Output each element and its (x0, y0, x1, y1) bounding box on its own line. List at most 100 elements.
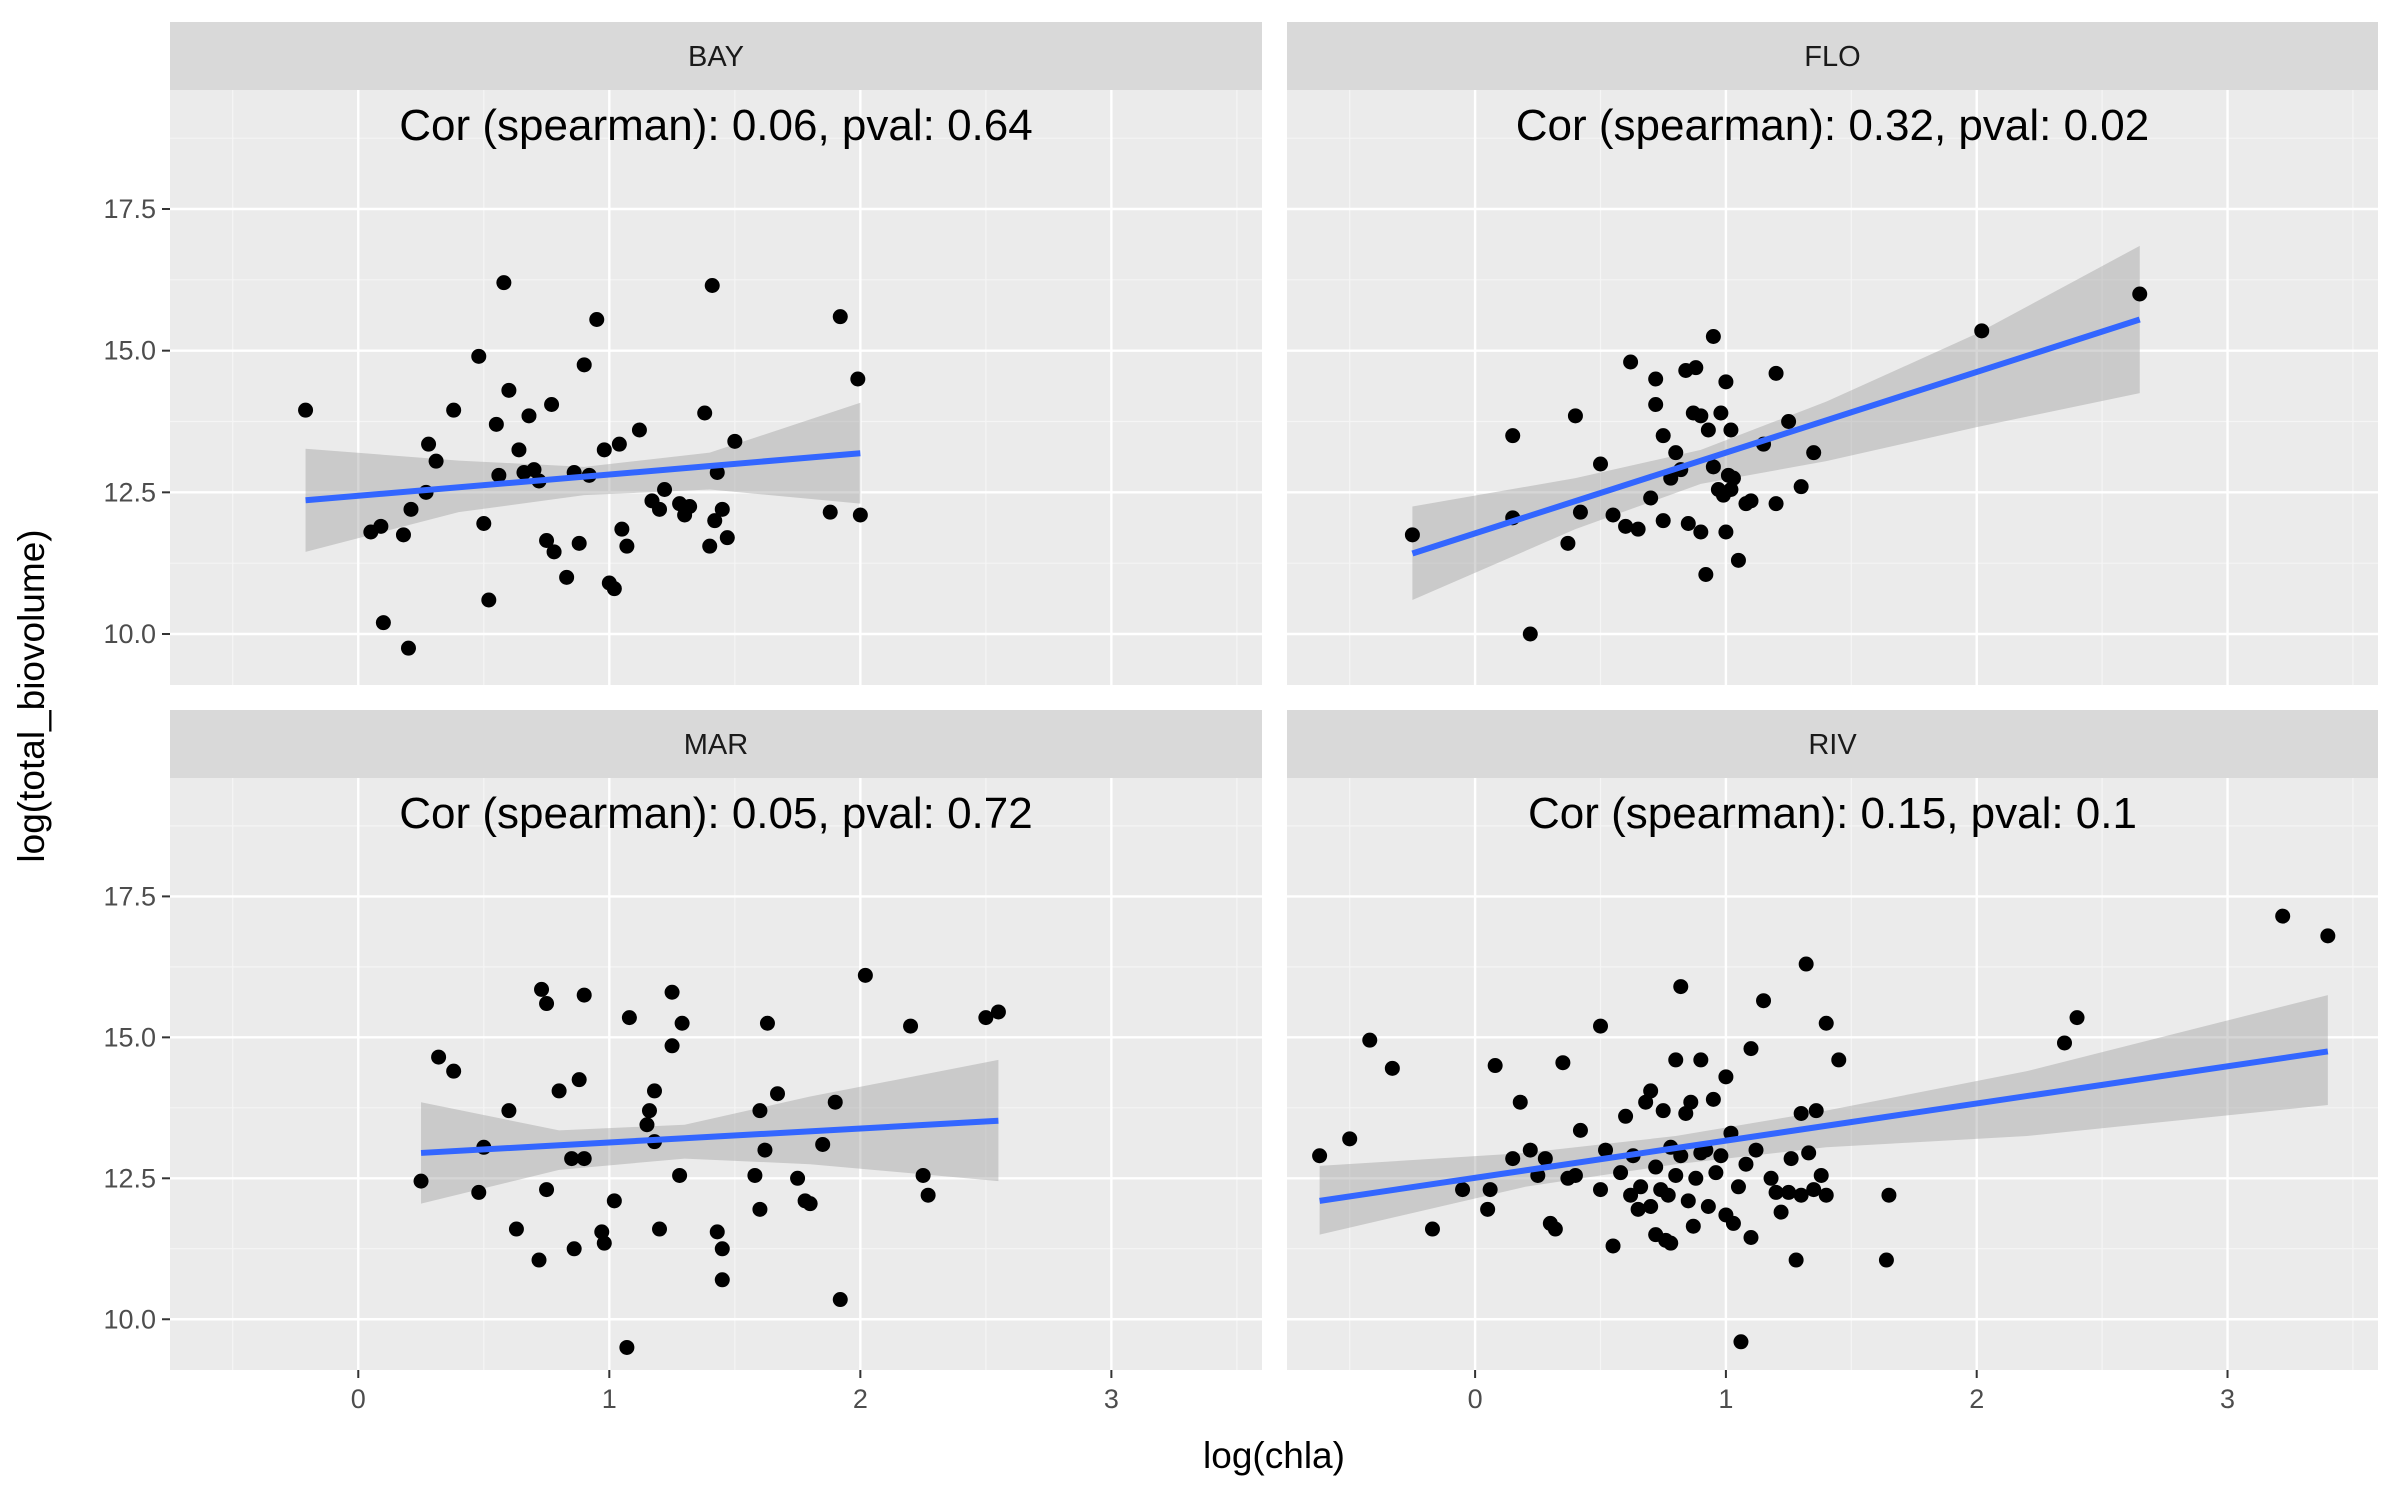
data-point (832, 309, 848, 325)
data-point (1505, 1151, 1521, 1167)
data-point (682, 499, 698, 514)
x-tick-label: 1 (1718, 1384, 1733, 1414)
data-point (1748, 1142, 1764, 1158)
data-point (403, 501, 419, 517)
data-point (1743, 1230, 1759, 1246)
data-point (1738, 1156, 1754, 1172)
data-point (539, 533, 555, 548)
regression-line (1319, 1048, 2329, 1204)
data-point (2275, 908, 2291, 924)
data-point (1673, 979, 1689, 995)
data-point (1693, 524, 1709, 540)
data-point (1593, 1182, 1609, 1198)
data-point (1572, 1122, 1588, 1138)
data-point (631, 422, 647, 438)
data-point (559, 569, 575, 585)
data-point (621, 1010, 637, 1026)
data-point (747, 1167, 763, 1183)
data-point (646, 1083, 662, 1099)
data-point (1730, 552, 1746, 568)
data-point (915, 1167, 931, 1183)
data-point (576, 1151, 592, 1167)
panel-background (1287, 778, 2378, 1370)
data-point (1793, 1187, 1809, 1203)
data-point (1688, 1170, 1704, 1186)
facet-panel-riv: RIV Cor (spearman): 0.15, pval: 0.1 0 1 2 3 (1287, 710, 2378, 1414)
data-point (1655, 1103, 1671, 1119)
data-point (1713, 405, 1729, 421)
facet-panel-flo: FLO Cor (spearman): 0.32, pval: 0.02 (1287, 22, 2378, 685)
data-point (1793, 1105, 1809, 1121)
data-point (702, 538, 718, 554)
data-point (657, 482, 673, 497)
data-point (476, 516, 492, 531)
data-point (544, 397, 560, 412)
x-tick-label: 2 (853, 1384, 868, 1414)
data-point (1560, 535, 1576, 551)
data-point (1663, 1235, 1679, 1251)
data-point (719, 530, 735, 546)
data-point (697, 405, 713, 421)
data-point (714, 1241, 730, 1257)
data-point (1798, 956, 1814, 972)
data-point (1668, 445, 1684, 461)
data-point (1593, 456, 1609, 472)
data-point (511, 442, 527, 458)
facet-strip (1287, 710, 2378, 778)
data-point (1655, 428, 1671, 444)
data-point (526, 462, 542, 478)
data-point (1793, 479, 1809, 495)
data-point (1781, 414, 1797, 429)
facet-panel-bay: BAY Cor (spearman): 0.06, pval: 0.64 10.0 1… (103, 22, 1262, 685)
data-point (1698, 567, 1714, 582)
data-point (501, 1103, 517, 1119)
data-point (752, 1103, 768, 1119)
facet-strip (170, 710, 1262, 778)
data-point (446, 1063, 462, 1079)
data-point (664, 1038, 680, 1054)
data-point (1783, 1151, 1799, 1167)
data-point (1781, 1184, 1797, 1200)
data-point (1668, 1167, 1684, 1183)
data-point (1974, 323, 1990, 339)
data-point (1648, 397, 1664, 412)
data-point (539, 996, 555, 1012)
data-point (857, 967, 873, 983)
regression-line (1411, 316, 2141, 557)
data-point (1768, 1184, 1784, 1200)
panel-background (1287, 90, 2378, 685)
data-point (1618, 1108, 1634, 1124)
data-point (1700, 1198, 1716, 1214)
data-point (1723, 422, 1739, 438)
data-point (822, 504, 838, 520)
data-point (576, 357, 592, 373)
data-point (1630, 521, 1646, 537)
data-point (1818, 1187, 1834, 1203)
data-point (1605, 507, 1621, 523)
facet-strip-label: MAR (684, 729, 748, 761)
data-point (1808, 1103, 1824, 1119)
data-point (1818, 1015, 1834, 1031)
data-point (1705, 1091, 1721, 1107)
data-point (990, 1004, 1006, 1020)
data-point (1643, 490, 1659, 506)
data-point (1680, 516, 1696, 531)
correlation-annotation: Cor (spearman): 0.32, pval: 0.02 (1516, 101, 2149, 150)
data-point (619, 1339, 635, 1355)
data-point (1743, 493, 1759, 509)
data-point (2320, 928, 2336, 944)
data-point (1773, 1204, 1789, 1220)
data-point (1788, 1252, 1804, 1268)
data-point (428, 453, 444, 469)
data-point (400, 640, 416, 656)
x-tick-label: 1 (602, 1384, 617, 1414)
data-point (770, 1086, 786, 1102)
data-point (709, 1224, 725, 1240)
data-point (1806, 1182, 1822, 1198)
data-point (1522, 1142, 1538, 1158)
data-point (589, 312, 605, 327)
data-point (298, 402, 314, 418)
data-point (1618, 518, 1634, 534)
data-point (446, 402, 462, 418)
